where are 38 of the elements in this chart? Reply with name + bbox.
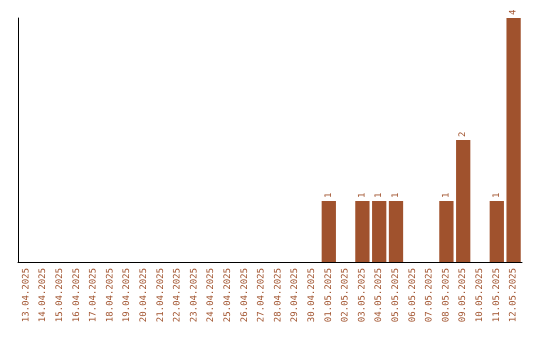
x-tick-label: 20.04.2025 bbox=[139, 268, 149, 322]
data-label: 1 bbox=[324, 192, 334, 198]
x-tick-label: 22.04.2025 bbox=[172, 268, 183, 322]
x-tick-label: 29.04.2025 bbox=[290, 268, 300, 322]
x-tick-label: 04.05.2025 bbox=[374, 268, 384, 322]
x-tick-label: 07.05.2025 bbox=[424, 268, 435, 322]
x-tick-label: 09.05.2025 bbox=[458, 268, 468, 322]
x-tick-label: 15.04.2025 bbox=[55, 268, 65, 322]
x-tick-label: 21.04.2025 bbox=[156, 268, 166, 322]
data-label: 1 bbox=[374, 192, 384, 198]
x-tick-label: 01.05.2025 bbox=[324, 268, 334, 322]
data-label: 1 bbox=[492, 192, 502, 198]
x-tick-label: 05.05.2025 bbox=[391, 268, 401, 322]
x-tick-label: 18.04.2025 bbox=[105, 268, 116, 322]
x-tick-label: 02.05.2025 bbox=[340, 268, 351, 322]
data-label: 4 bbox=[508, 10, 519, 15]
data-label: 1 bbox=[391, 192, 401, 198]
x-tick-label: 30.04.2025 bbox=[307, 268, 317, 322]
x-tick-label: 10.05.2025 bbox=[475, 268, 485, 322]
data-label: 1 bbox=[441, 192, 452, 198]
x-tick-label: 13.04.2025 bbox=[21, 268, 32, 322]
x-tick-label: 06.05.2025 bbox=[408, 268, 418, 322]
x-tick-label: 28.04.2025 bbox=[273, 268, 284, 322]
x-tick-label: 24.04.2025 bbox=[206, 268, 216, 322]
x-tick-label: 08.05.2025 bbox=[441, 268, 452, 322]
x-tick-label: 27.04.2025 bbox=[256, 268, 267, 322]
x-tick-label: 12.05.2025 bbox=[508, 268, 519, 322]
x-tick-label: 14.04.2025 bbox=[38, 268, 48, 322]
x-tick-label: 03.05.2025 bbox=[357, 268, 368, 322]
x-tick-label: 23.04.2025 bbox=[189, 268, 200, 322]
x-tick-label: 25.04.2025 bbox=[223, 268, 233, 322]
x-tick-label: 26.04.2025 bbox=[240, 268, 250, 322]
data-label: 2 bbox=[458, 132, 468, 137]
x-tick-label: 16.04.2025 bbox=[72, 268, 82, 322]
x-tick-label: 19.04.2025 bbox=[122, 268, 132, 322]
x-tick-label: 11.05.2025 bbox=[492, 268, 502, 322]
x-tick-label: 17.04.2025 bbox=[88, 268, 99, 322]
data-label: 1 bbox=[357, 192, 368, 198]
